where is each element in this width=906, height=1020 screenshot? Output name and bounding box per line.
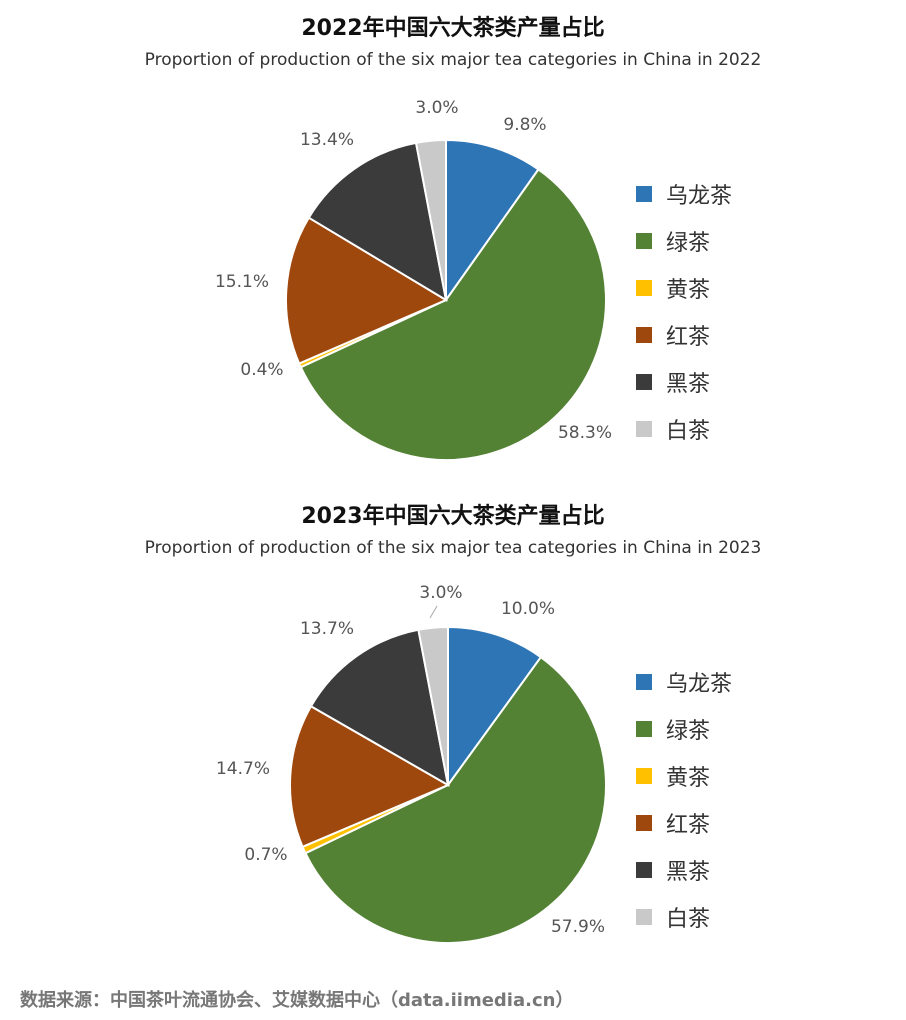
chart-subtitle: Proportion of production of the six majo… <box>144 50 762 70</box>
legend-item: 绿茶 <box>636 217 732 264</box>
legend-label: 绿茶 <box>666 230 711 256</box>
chart-subtitle: Proportion of production of the six majo… <box>144 538 762 558</box>
legend-item: 黄茶 <box>636 752 732 799</box>
legend-label: 黄茶 <box>666 765 711 791</box>
legend-swatch <box>636 279 652 296</box>
pie-chart: 9.8% 58.3% 0.4% 15.1% 13.4% 3.0% <box>215 98 612 461</box>
source-note: 数据来源：中国茶叶流通协会、艾媒数据中心（data.iimedia.cn） <box>20 990 574 1011</box>
legend-item: 白茶 <box>636 893 732 940</box>
slice-label: 0.4% <box>240 360 283 380</box>
pie-slice-黑茶 <box>307 141 448 303</box>
pie-slice-白茶 <box>414 138 447 301</box>
legend-label: 黄茶 <box>666 277 711 303</box>
legend-item: 绿茶 <box>636 705 732 752</box>
legend-swatch <box>636 232 652 249</box>
slice-label: 3.0% <box>419 583 462 603</box>
pie-slice-红茶 <box>285 216 449 365</box>
pie-chart: 10.0% 57.9% 0.7% 14.7% 13.7% 3.0% <box>216 583 607 944</box>
legend-swatch <box>636 767 652 784</box>
legend-label: 绿茶 <box>666 718 711 744</box>
legend-swatch <box>636 373 652 390</box>
legend-item: 红茶 <box>636 799 732 846</box>
legend-label: 红茶 <box>666 324 711 350</box>
chart-2023: 2023年中国六大茶类产量占比 Proportion of production… <box>0 488 906 968</box>
legend-item: 乌龙茶 <box>636 170 732 217</box>
pie-slice-红茶 <box>289 704 451 849</box>
pie-slice-绿茶 <box>304 655 607 944</box>
legend-label: 乌龙茶 <box>666 671 733 697</box>
legend-swatch <box>636 673 652 690</box>
pie-slice-乌龙茶 <box>445 138 540 304</box>
legend-label: 黑茶 <box>666 371 711 397</box>
slice-label: 15.1% <box>215 272 269 292</box>
slice-label: 10.0% <box>501 599 555 619</box>
legend-swatch <box>636 326 652 343</box>
pie-slice-乌龙茶 <box>447 625 543 789</box>
legend: 乌龙茶绿茶黄茶红茶黑茶白茶 <box>636 658 732 940</box>
legend-label: 乌龙茶 <box>666 183 733 209</box>
slice-label: 13.4% <box>300 130 354 150</box>
legend-label: 红茶 <box>666 812 711 838</box>
legend-swatch <box>636 420 652 437</box>
slice-label: 0.7% <box>244 845 287 865</box>
slice-label: 3.0% <box>415 98 458 118</box>
pie-slice-绿茶 <box>299 167 607 461</box>
slice-label: 58.3% <box>558 423 612 443</box>
legend-swatch <box>636 720 652 737</box>
pie-slice-黑茶 <box>309 628 450 787</box>
legend-swatch <box>636 908 652 925</box>
legend-item: 黑茶 <box>636 358 732 405</box>
legend-item: 乌龙茶 <box>636 658 732 705</box>
legend-swatch <box>636 861 652 878</box>
leader-line <box>429 605 438 619</box>
slice-label: 9.8% <box>503 115 546 135</box>
legend-label: 白茶 <box>666 418 711 444</box>
pie-slice-白茶 <box>417 625 449 786</box>
chart-title: 2022年中国六大茶类产量占比 <box>301 16 605 41</box>
chart-2022: 2022年中国六大茶类产量占比 Proportion of production… <box>0 0 906 480</box>
slice-label: 13.7% <box>300 619 354 639</box>
legend-swatch <box>636 814 652 831</box>
legend-label: 黑茶 <box>666 859 711 885</box>
slice-label: 14.7% <box>216 759 270 779</box>
legend-item: 黑茶 <box>636 846 732 893</box>
chart-title: 2023年中国六大茶类产量占比 <box>301 504 605 529</box>
legend-item: 黄茶 <box>636 264 732 311</box>
legend-item: 白茶 <box>636 405 732 452</box>
legend-swatch <box>636 185 652 202</box>
legend-label: 白茶 <box>666 906 711 932</box>
legend-item: 红茶 <box>636 311 732 358</box>
legend: 乌龙茶绿茶黄茶红茶黑茶白茶 <box>636 170 732 452</box>
slice-label: 57.9% <box>551 917 605 937</box>
